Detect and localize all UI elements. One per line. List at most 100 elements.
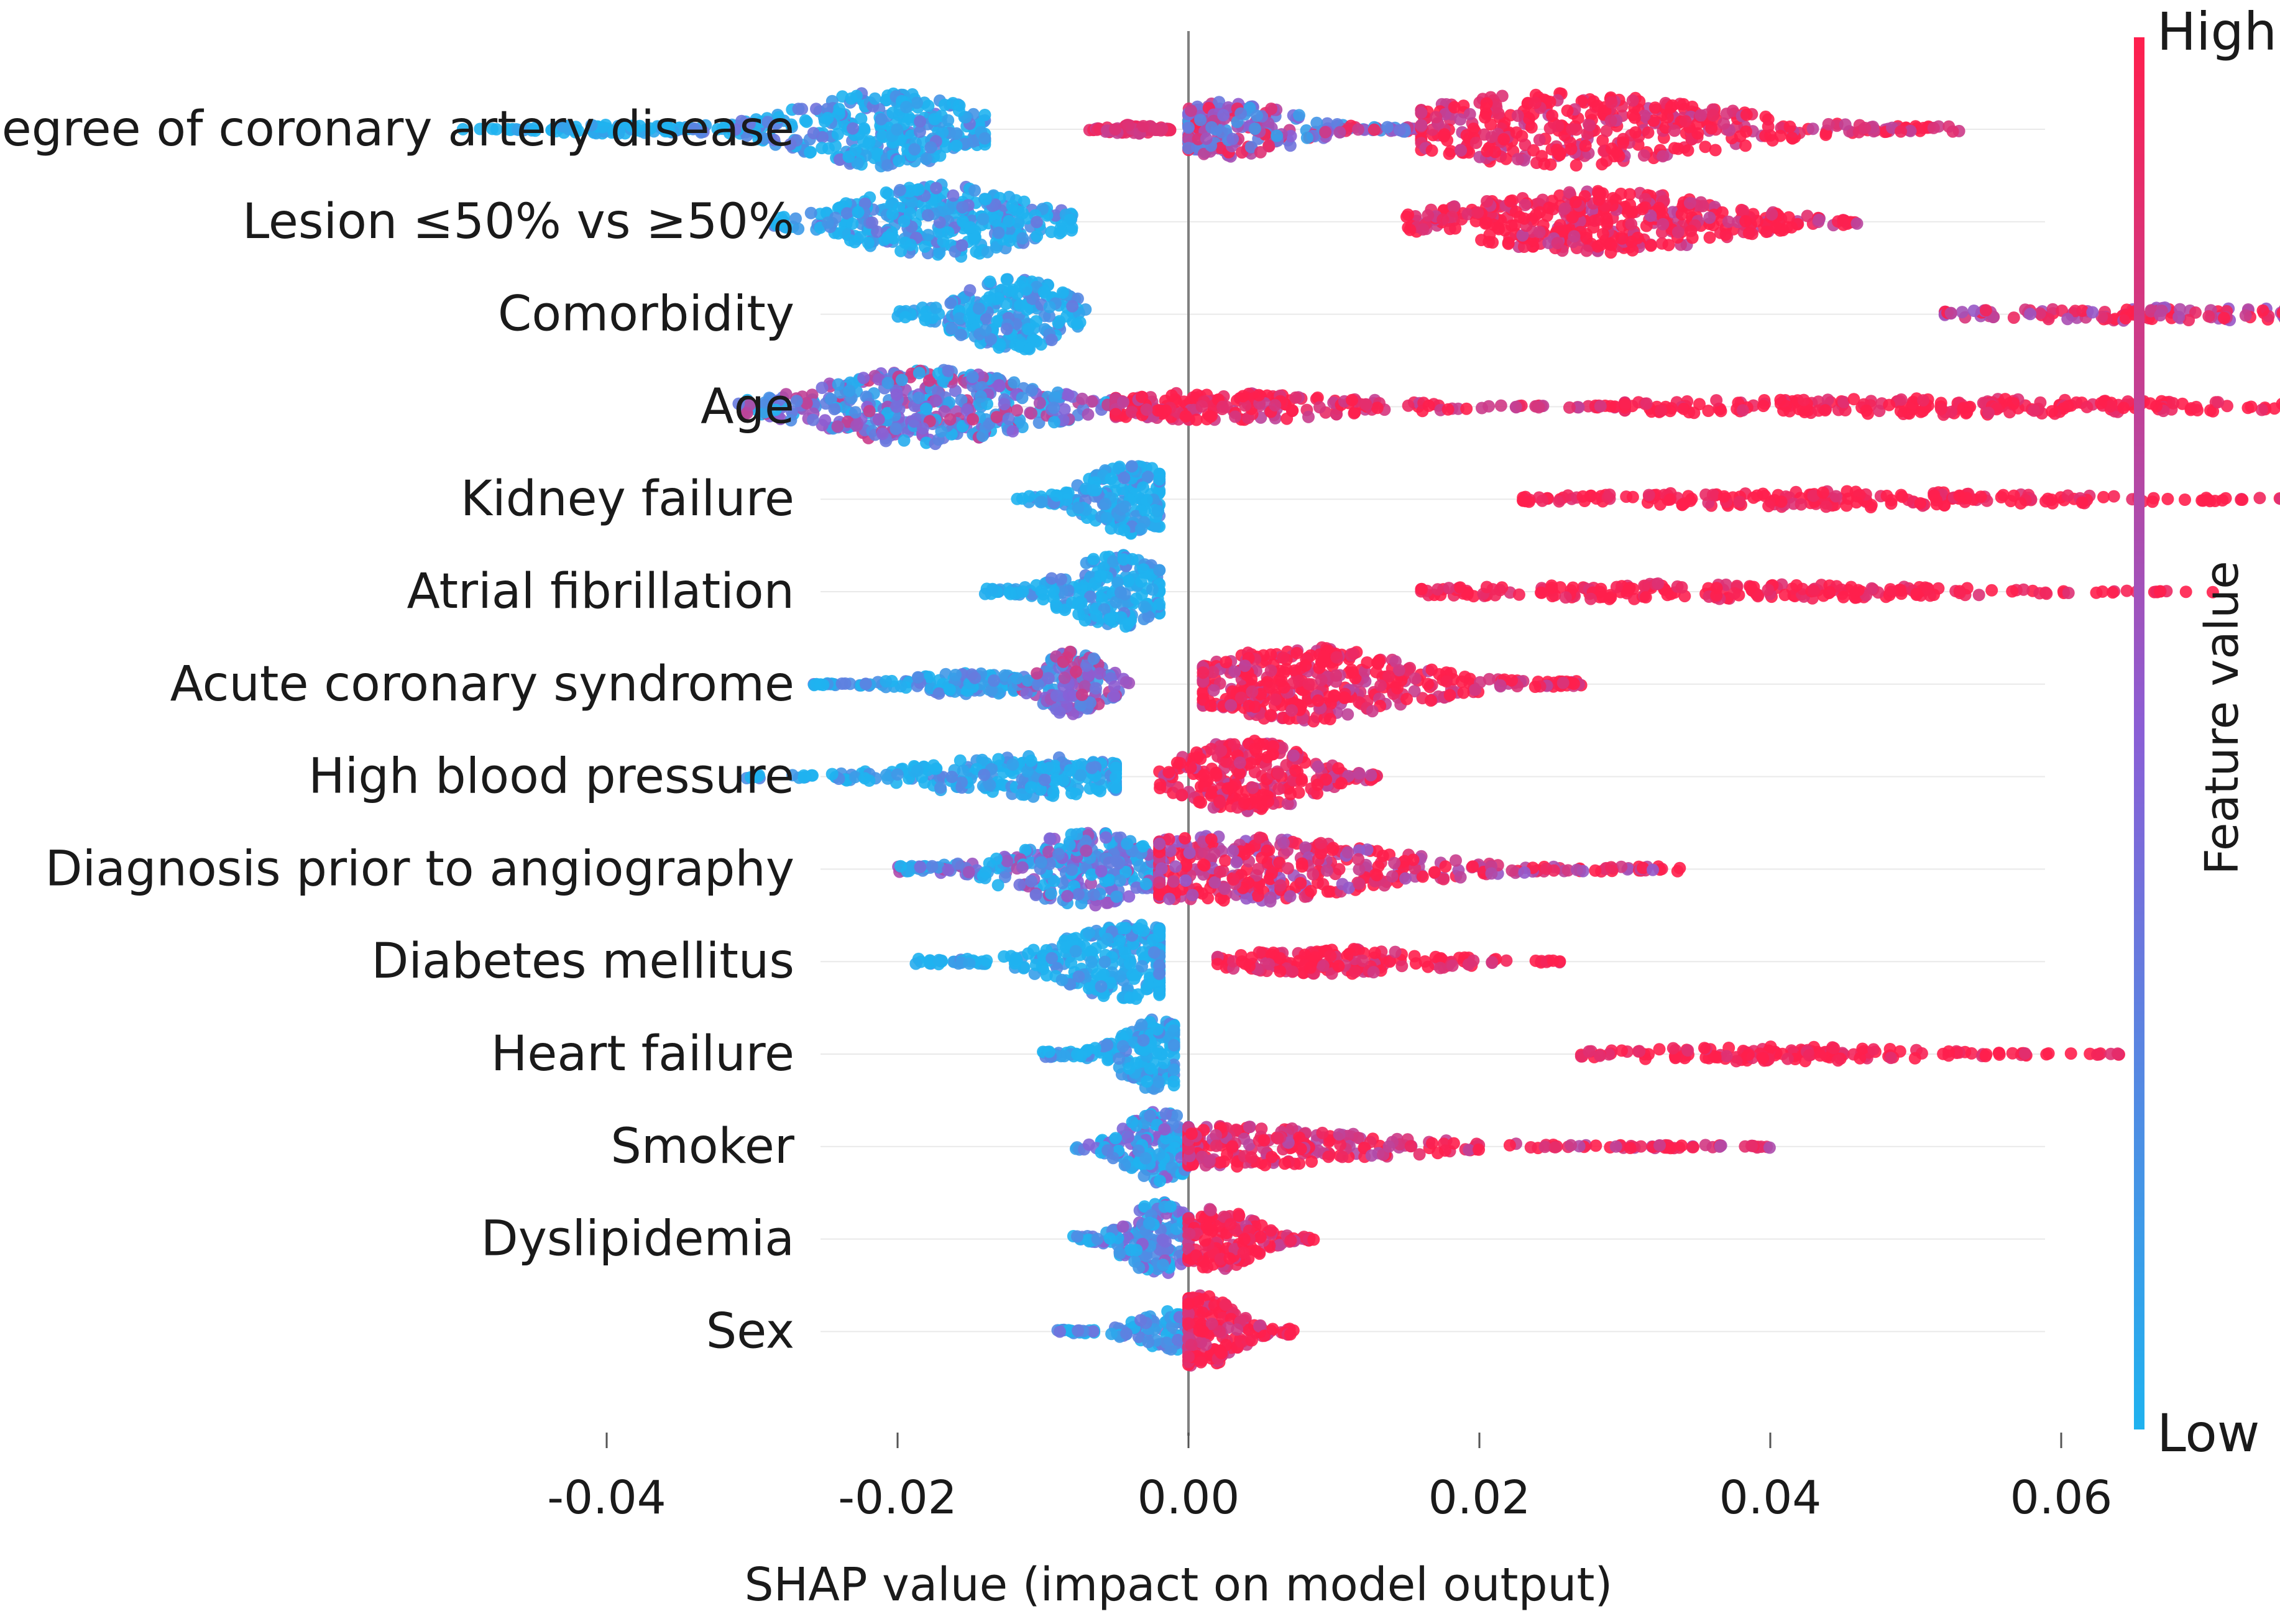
- shap-point: [1059, 603, 1072, 617]
- shap-point: [1118, 500, 1131, 513]
- shap-point: [1031, 667, 1044, 680]
- shap-point: [881, 377, 894, 390]
- shap-point: [979, 193, 992, 206]
- shap-point: [1710, 394, 1723, 407]
- shap-point: [1245, 672, 1258, 686]
- shap-point: [1762, 584, 1775, 597]
- shap-point: [978, 587, 991, 600]
- shap-point: [1153, 598, 1166, 611]
- shap-point: [1710, 589, 1723, 602]
- shap-point: [1626, 490, 1639, 503]
- shap-point: [983, 291, 996, 304]
- shap-point: [899, 311, 912, 324]
- shap-point: [1780, 400, 1793, 413]
- shap-point: [1118, 523, 1131, 536]
- shap-point: [2195, 494, 2209, 507]
- shap-point: [889, 423, 903, 436]
- shap-point: [832, 378, 845, 391]
- shap-point: [1300, 131, 1313, 144]
- shap-point: [1543, 122, 1556, 135]
- shap-point: [1216, 400, 1229, 413]
- shap-point: [2172, 310, 2186, 323]
- shap-point: [988, 674, 1000, 687]
- shap-point: [1717, 490, 1731, 503]
- shap-point: [456, 122, 469, 135]
- shap-point: [979, 324, 992, 337]
- shap-point: [1400, 692, 1414, 705]
- shap-point: [1393, 124, 1406, 137]
- shap-point: [1016, 492, 1029, 505]
- shap-point: [952, 104, 965, 117]
- shap-point: [1289, 391, 1302, 404]
- shap-point: [935, 425, 948, 438]
- shap-point: [1910, 587, 1923, 600]
- shap-point: [919, 402, 932, 415]
- shap-point: [816, 142, 829, 155]
- shap-point: [1691, 127, 1704, 140]
- shap-point: [819, 115, 831, 128]
- shap-point: [891, 123, 904, 136]
- shap-point: [1043, 301, 1056, 313]
- shap-point: [1031, 230, 1044, 243]
- shap-point: [1639, 591, 1652, 603]
- shap-point: [819, 414, 832, 427]
- shap-point: [1917, 394, 1929, 407]
- shap-point: [1685, 224, 1698, 237]
- shap-point: [1783, 120, 1796, 133]
- shap-point: [1566, 122, 1579, 135]
- shap-point: [1431, 583, 1444, 596]
- shap-point: [1454, 581, 1467, 594]
- shap-point: [1717, 117, 1731, 130]
- shap-point: [1315, 674, 1328, 687]
- shap-point: [1510, 126, 1523, 139]
- shap-point: [963, 312, 976, 324]
- shap-point: [903, 207, 916, 220]
- shap-point: [1563, 401, 1576, 414]
- shap-point: [845, 92, 858, 105]
- shap-point: [1072, 502, 1085, 514]
- shap-point: [1302, 410, 1315, 423]
- shap-point: [1533, 206, 1546, 219]
- shap-point: [1556, 676, 1570, 689]
- shap-point: [1100, 512, 1113, 525]
- shap-point: [1956, 306, 1969, 319]
- shap-point: [1944, 306, 1957, 319]
- shap-point: [1625, 206, 1639, 219]
- shap-point: [1569, 196, 1582, 209]
- shap-point: [1596, 158, 1609, 171]
- shap-point: [2080, 400, 2094, 413]
- shap-point: [1570, 159, 1583, 172]
- shap-point: [943, 683, 956, 696]
- shap-point: [842, 150, 855, 163]
- shap-point: [1352, 123, 1364, 136]
- feature-row-points: [740, 735, 1383, 817]
- shap-point: [1058, 671, 1071, 684]
- shap-point: [1791, 218, 1804, 231]
- shap-point: [1511, 109, 1524, 122]
- shap-point: [1605, 238, 1618, 251]
- shap-point: [1422, 399, 1435, 412]
- shap-point: [1676, 498, 1689, 512]
- shap-point: [828, 403, 841, 416]
- shap-point: [1765, 208, 1778, 221]
- shap-point: [1075, 582, 1088, 595]
- shap-point: [1736, 404, 1749, 417]
- shap-point: [1914, 497, 1927, 510]
- shap-point: [1576, 490, 1589, 503]
- shap-point: [2075, 496, 2089, 509]
- shap-point: [1813, 213, 1826, 226]
- shap-point: [2218, 311, 2230, 324]
- shap-point: [792, 103, 805, 116]
- shap-point: [833, 103, 845, 116]
- shap-point: [1580, 244, 1593, 257]
- shap-point: [1368, 123, 1381, 136]
- shap-point: [1286, 404, 1299, 417]
- shap-point: [843, 384, 856, 397]
- shap-point: [1095, 592, 1108, 605]
- shap-point: [1361, 656, 1374, 669]
- shap-point: [1525, 121, 1538, 134]
- shap-point: [1108, 680, 1121, 693]
- shap-point: [976, 429, 989, 443]
- shap-point: [1330, 669, 1343, 682]
- shap-point: [2007, 311, 2020, 324]
